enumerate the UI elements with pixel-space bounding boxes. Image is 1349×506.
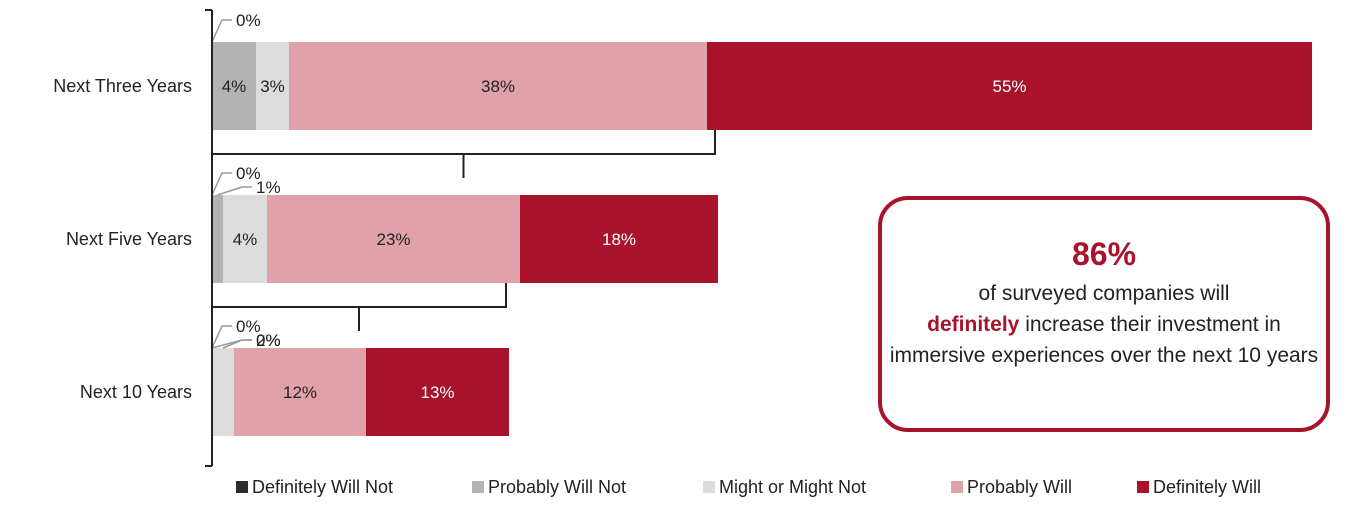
leader-line-definitely-will-not-next-10-years — [211, 325, 232, 349]
legend-swatch-definitely-will — [1137, 481, 1149, 493]
legend-swatch-definitely-will-not — [236, 481, 248, 493]
legend-label-definitely-will-not: Definitely Will Not — [252, 477, 393, 497]
leader-label-definitely-will-not-next-five-years: 0% — [236, 164, 261, 183]
leader-line-probably-will-not-next-five-years — [217, 186, 252, 196]
bar-might-or-might-not-next-five-years — [223, 195, 267, 283]
brackets — [205, 9, 716, 467]
bar-probably-will-next-five-years — [267, 195, 520, 283]
leader-label-definitely-will-not-next-10-years: 0% — [236, 317, 261, 336]
legend: Definitely Will Not Probably Will Not Migh… — [236, 477, 1261, 497]
category-label-next-10-years: Next 10 Years — [80, 382, 192, 402]
bar-definitely-will-next-five-years — [520, 195, 718, 283]
leader-label-probably-will-not-next-five-years: 1% — [256, 178, 281, 197]
callout-percentage: 86% — [1071, 236, 1137, 272]
bars: 4% 3% 38% 55% 4% 23% 18% 12% 13% — [212, 42, 1312, 436]
bar-label-definitely-will-next-five-years: 18% — [602, 230, 636, 249]
bracket-next-three-years — [211, 130, 716, 155]
category-labels: Next Three Years Next Five Years Next 10 Y… — [53, 76, 192, 402]
bar-label-might-or-might-not-next-three-years: 3% — [260, 77, 285, 96]
bar-might-or-might-not-next-three-years — [256, 42, 289, 130]
leader-lines: 0%0%1%0%0%2% — [211, 11, 281, 350]
category-label-next-five-years: Next Five Years — [66, 229, 192, 249]
bar-definitely-will-next-three-years — [707, 42, 1312, 130]
bar-probably-will-next-10-years — [234, 348, 366, 436]
legend-label-definitely-will: Definitely Will — [1153, 477, 1261, 497]
bar-label-definitely-will-next-three-years: 55% — [992, 77, 1026, 96]
legend-swatch-probably-will — [951, 481, 963, 493]
leader-line-definitely-will-not-next-three-years — [211, 19, 232, 43]
legend-swatch-might-or-might-not — [703, 481, 715, 493]
callout-highlight: definitely — [927, 313, 1020, 336]
legend-label-probably-will: Probably Will — [967, 477, 1072, 497]
bar-might-or-might-not-next-10-years — [212, 348, 234, 436]
leader-label-probably-will-not-next-10-years: 0% — [256, 331, 281, 350]
bar-label-probably-will-not-next-three-years: 4% — [222, 77, 247, 96]
bar-probably-will-not-next-five-years — [212, 195, 223, 283]
bar-label-might-or-might-not-next-five-years: 4% — [233, 230, 258, 249]
bar-probably-will-not-next-three-years — [212, 42, 256, 130]
callout-line-before: of surveyed companies will — [978, 282, 1230, 305]
legend-swatch-probably-will-not — [472, 481, 484, 493]
callout-text: of surveyed companies will definitely in… — [882, 278, 1326, 371]
leader-label-definitely-will-not-next-three-years: 0% — [236, 11, 261, 30]
bar-definitely-will-next-10-years — [366, 348, 509, 436]
legend-label-probably-will-not: Probably Will Not — [488, 477, 626, 497]
legend-label-might-or-might-not: Might or Might Not — [719, 477, 866, 497]
callout-line-after: increase their investment in immersive e… — [889, 313, 1319, 367]
bracket-next-five-years — [211, 283, 507, 308]
callout-box: 86% of surveyed companies will definitel… — [878, 196, 1330, 432]
bar-label-probably-will-next-three-years: 38% — [481, 77, 515, 96]
bar-label-probably-will-next-10-years: 12% — [283, 383, 317, 402]
bar-label-definitely-will-next-10-years: 13% — [420, 383, 454, 402]
leader-line-definitely-will-not-next-five-years — [211, 172, 232, 196]
category-label-next-three-years: Next Three Years — [53, 76, 192, 96]
bar-probably-will-next-three-years — [289, 42, 707, 130]
leader-line-might-or-might-not-next-10-years — [222, 339, 252, 349]
bar-label-probably-will-next-five-years: 23% — [376, 230, 410, 249]
leader-label-might-or-might-not-next-10-years: 2% — [256, 331, 281, 350]
